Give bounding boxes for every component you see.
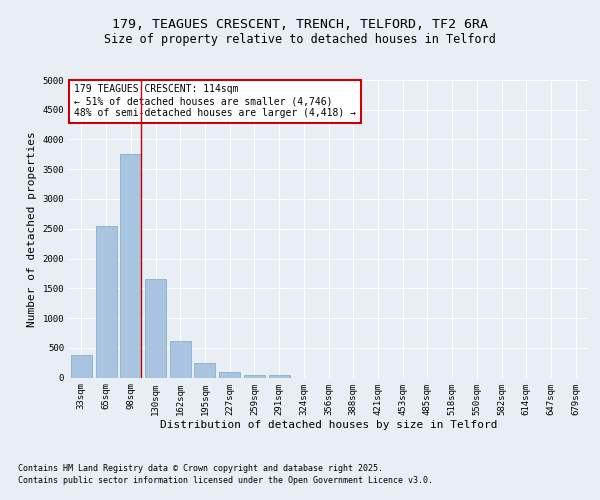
- Text: Contains HM Land Registry data © Crown copyright and database right 2025.: Contains HM Land Registry data © Crown c…: [18, 464, 383, 473]
- Text: 179, TEAGUES CRESCENT, TRENCH, TELFORD, TF2 6RA: 179, TEAGUES CRESCENT, TRENCH, TELFORD, …: [112, 18, 488, 30]
- Bar: [244, 374, 265, 378]
- Bar: [170, 340, 191, 378]
- Text: Contains public sector information licensed under the Open Government Licence v3: Contains public sector information licen…: [18, 476, 433, 485]
- Text: Size of property relative to detached houses in Telford: Size of property relative to detached ho…: [104, 32, 496, 46]
- X-axis label: Distribution of detached houses by size in Telford: Distribution of detached houses by size …: [160, 420, 497, 430]
- Y-axis label: Number of detached properties: Number of detached properties: [27, 131, 37, 326]
- Bar: [219, 372, 240, 378]
- Bar: [269, 375, 290, 378]
- Bar: [120, 154, 141, 378]
- Bar: [95, 226, 116, 378]
- Bar: [71, 355, 92, 378]
- Bar: [145, 280, 166, 378]
- Bar: [194, 363, 215, 378]
- Text: 179 TEAGUES CRESCENT: 114sqm
← 51% of detached houses are smaller (4,746)
48% of: 179 TEAGUES CRESCENT: 114sqm ← 51% of de…: [74, 84, 356, 117]
